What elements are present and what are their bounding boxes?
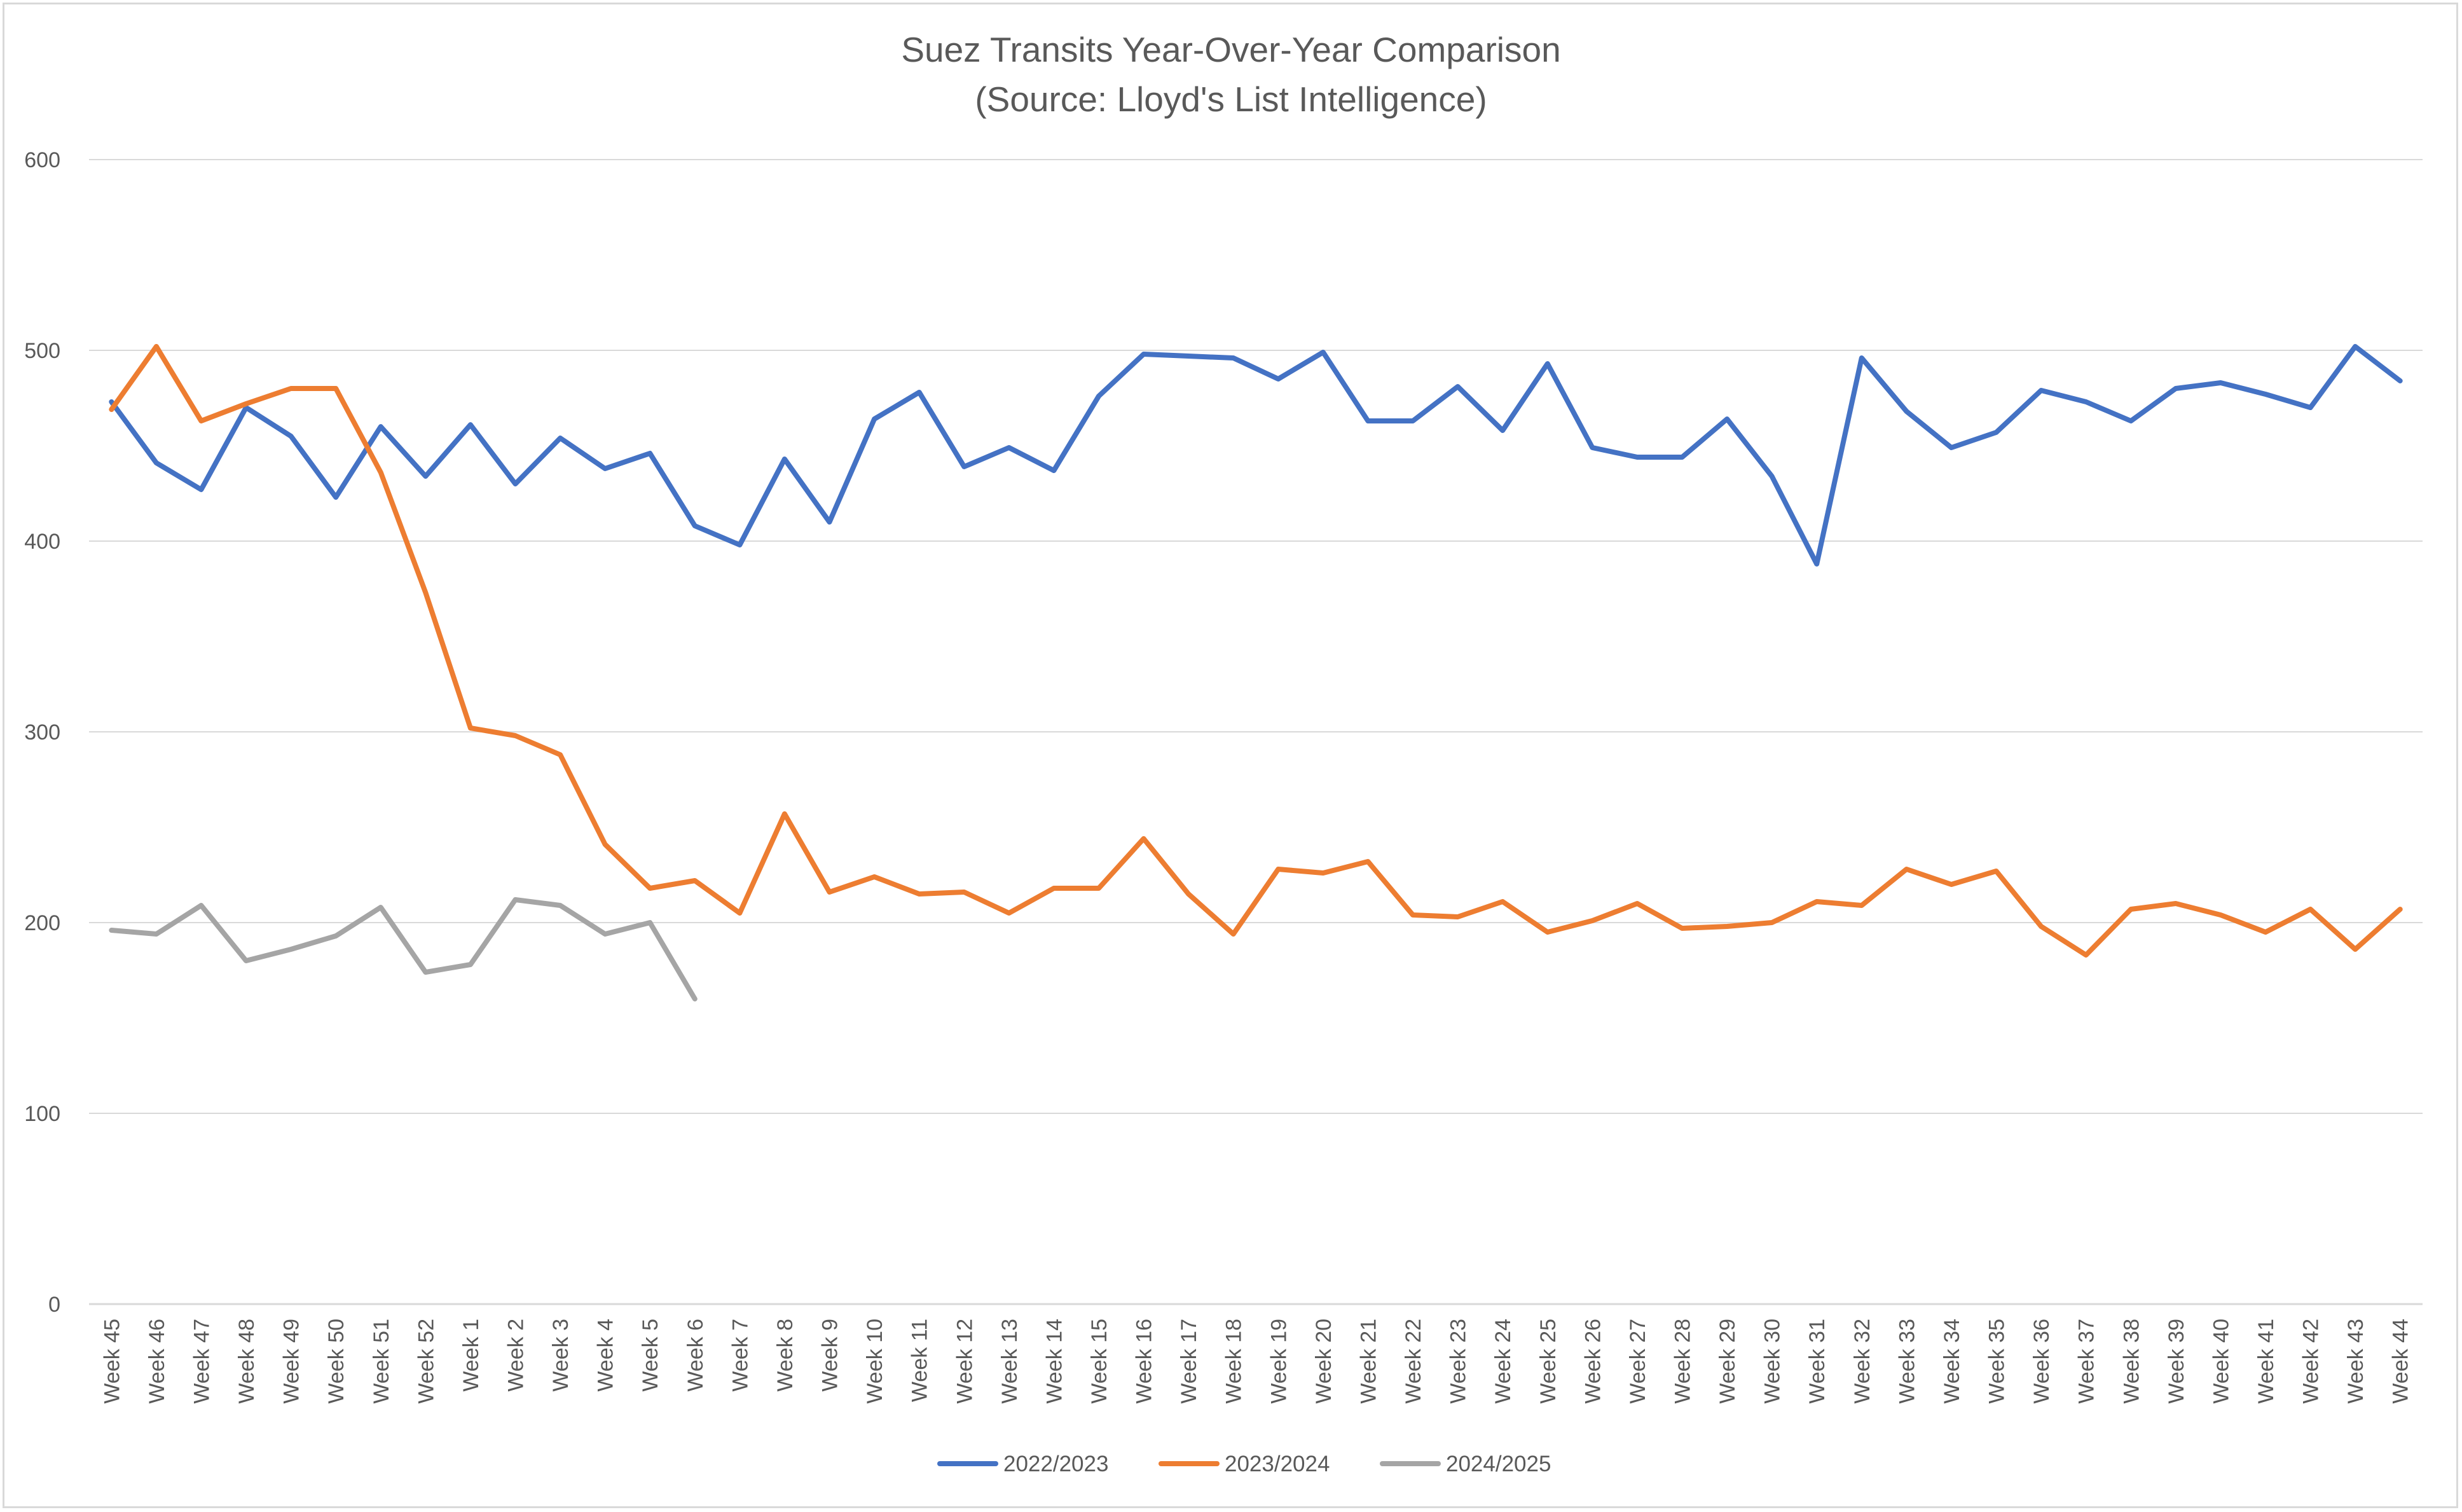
x-axis-ticks: Week 45 Week 46 Week 47 Week 48 Week 49 Week … [100, 1319, 2412, 1404]
y-tick-label: 100 [24, 1102, 60, 1126]
y-tick-label: 400 [24, 530, 60, 554]
x-tick-label: Week 12 [952, 1319, 977, 1404]
x-tick-label: Week 20 [1312, 1319, 1336, 1404]
x-tick-label: Week 52 [414, 1319, 438, 1404]
x-tick-label: Week 38 [2119, 1319, 2143, 1404]
x-tick-label: Week 19 [1267, 1319, 1291, 1404]
x-tick-label: Week 47 [189, 1319, 214, 1404]
legend-item: 2022/2023 [937, 1452, 1108, 1476]
y-tick-label: 0 [48, 1293, 60, 1317]
y-tick-label: 500 [24, 339, 60, 363]
series-line-2023-2024 [109, 344, 2403, 958]
legend-label: 2022/2023 [1003, 1452, 1108, 1476]
x-tick-label: Week 3 [549, 1319, 573, 1392]
x-tick-label: Week 8 [773, 1319, 797, 1392]
x-tick-label: Week 46 [145, 1319, 169, 1404]
x-tick-label: Week 51 [369, 1319, 394, 1404]
x-tick-label: Week 7 [728, 1319, 752, 1392]
gridlines [89, 159, 2423, 1305]
y-tick-label: 200 [24, 911, 60, 935]
chart-frame [3, 3, 2458, 1508]
x-tick-label: Week 48 [235, 1319, 259, 1404]
y-tick-label: 300 [24, 720, 60, 745]
legend: 2022/2023 2023/2024 2024/2025 [937, 1452, 1551, 1476]
series-line-2022-2023 [109, 344, 2403, 567]
x-tick-label: Week 14 [1042, 1319, 1066, 1404]
x-tick-label: Week 32 [1850, 1319, 1874, 1404]
x-tick-label: Week 49 [280, 1319, 304, 1404]
x-tick-label: Week 33 [1895, 1319, 1919, 1404]
x-tick-label: Week 17 [1177, 1319, 1201, 1404]
x-tick-label: Week 5 [638, 1319, 663, 1392]
x-tick-label: Week 30 [1761, 1319, 1785, 1404]
legend-item: 2023/2024 [1159, 1452, 1330, 1476]
x-tick-label: Week 34 [1940, 1319, 1964, 1404]
x-tick-label: Week 21 [1356, 1319, 1380, 1404]
x-tick-label: Week 18 [1222, 1319, 1246, 1404]
x-tick-label: Week 9 [818, 1319, 842, 1392]
x-tick-label: Week 37 [2075, 1319, 2099, 1404]
chart-title: Suez Transits Year-Over-Year Comparison [901, 30, 1560, 69]
series-line-2024-2025 [109, 897, 698, 1001]
x-tick-label: Week 41 [2254, 1319, 2278, 1404]
x-tick-label: Week 28 [1670, 1319, 1695, 1404]
x-tick-label: Week 40 [2209, 1319, 2233, 1404]
x-tick-label: Week 25 [1536, 1319, 1560, 1404]
legend-label: 2024/2025 [1446, 1452, 1551, 1476]
x-tick-label: Week 31 [1805, 1319, 1829, 1404]
x-tick-label: Week 1 [459, 1319, 483, 1392]
x-tick-label: Week 29 [1716, 1319, 1740, 1404]
chart-subtitle: (Source: Lloyd's List Intelligence) [975, 79, 1487, 119]
x-tick-label: Week 27 [1626, 1319, 1650, 1404]
x-tick-label: Week 26 [1581, 1319, 1605, 1404]
y-tick-label: 600 [24, 148, 60, 172]
x-tick-label: Week 6 [684, 1319, 708, 1392]
x-tick-label: Week 4 [594, 1319, 618, 1392]
x-tick-label: Week 13 [998, 1319, 1022, 1404]
legend-item: 2024/2025 [1380, 1452, 1551, 1476]
x-tick-label: Week 23 [1447, 1319, 1471, 1404]
x-tick-label: Week 22 [1401, 1319, 1426, 1404]
x-tick-label: Week 2 [504, 1319, 528, 1392]
x-tick-label: Week 35 [1985, 1319, 2009, 1404]
x-tick-label: Week 42 [2299, 1319, 2323, 1404]
x-tick-label: Week 50 [324, 1319, 348, 1404]
x-tick-label: Week 39 [2164, 1319, 2189, 1404]
x-tick-label: Week 10 [863, 1319, 887, 1404]
x-tick-label: Week 15 [1087, 1319, 1111, 1404]
x-tick-label: Week 36 [2030, 1319, 2054, 1404]
legend-label: 2023/2024 [1225, 1452, 1330, 1476]
x-tick-label: Week 16 [1132, 1319, 1157, 1404]
x-tick-label: Week 43 [2344, 1319, 2368, 1404]
x-tick-label: Week 24 [1491, 1319, 1515, 1404]
x-tick-label: Week 44 [2389, 1319, 2413, 1404]
series-lines [109, 344, 2403, 1001]
x-tick-label: Week 11 [908, 1319, 932, 1402]
x-tick-label: Week 45 [100, 1319, 124, 1404]
y-axis-ticks: 0 100 200 300 400 500 600 [24, 148, 60, 1317]
